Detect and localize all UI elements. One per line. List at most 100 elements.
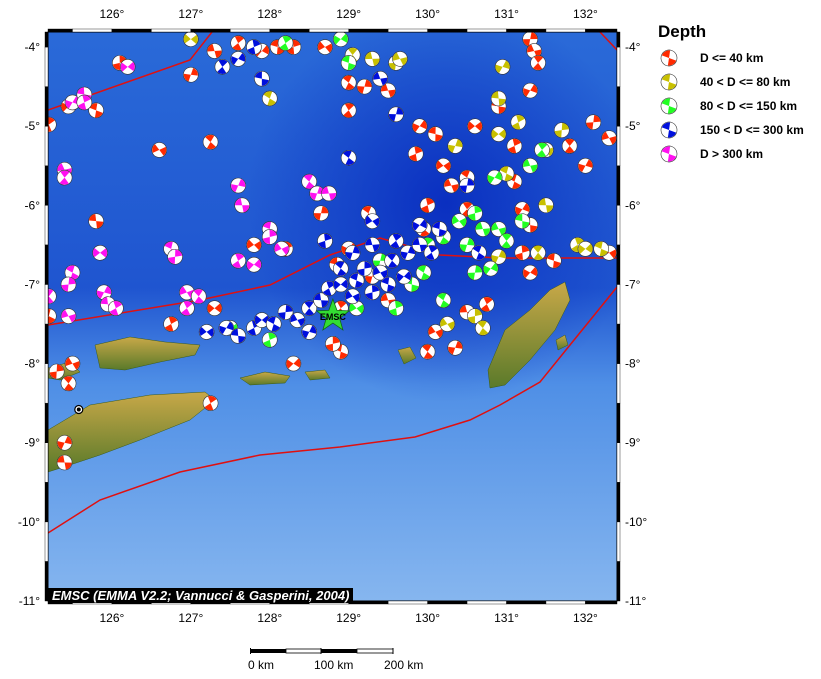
earthquake-event-d300	[246, 39, 262, 55]
earthquake-event-d40	[601, 130, 617, 146]
depth-legend: Depth D <= 40 km 40 < D <= 80 km 80 < D <=…	[658, 22, 804, 166]
earthquake-event-d300p	[96, 284, 112, 301]
earthquake-event-d150	[435, 292, 452, 309]
earthquake-event-d300	[289, 312, 306, 328]
earthquake-event-d80	[467, 308, 483, 324]
lat-tick-label-right: -10°	[625, 515, 647, 529]
earthquake-event-d40	[48, 308, 57, 324]
earthquake-event-d150	[534, 142, 550, 158]
lon-tick-label-bottom: 129°	[336, 611, 361, 625]
earthquake-event-d40	[230, 35, 246, 51]
earthquake-event-d40	[577, 157, 594, 174]
earthquake-event-d300	[356, 260, 373, 277]
legend-beachball	[660, 121, 678, 139]
legend-label: 80 < D <= 150 km	[700, 99, 798, 113]
earthquake-event-d300	[254, 70, 270, 87]
earthquake-event-d300	[198, 324, 215, 340]
lon-tick-label-bottom: 128°	[257, 611, 282, 625]
earthquake-event-d300p	[273, 241, 290, 257]
earthquake-event-d300	[364, 213, 381, 229]
earthquake-event-d80	[490, 248, 507, 265]
earthquake-event-d150	[388, 300, 404, 316]
earthquake-event-d300	[388, 106, 404, 123]
earthquake-event-d300	[321, 280, 337, 297]
earthquake-event-d300	[230, 328, 246, 344]
earthquake-event-d300	[230, 51, 246, 67]
earthquake-event-d150	[467, 205, 483, 222]
earthquake-event-d300	[423, 244, 440, 261]
lat-tick-label-left: -8°	[25, 357, 41, 371]
lon-tick-label-top: 132°	[573, 7, 598, 21]
lon-tick-label-top: 127°	[178, 7, 203, 21]
earthquake-event-d40	[206, 43, 223, 59]
legend-label: 150 < D <= 300 km	[700, 123, 804, 137]
earthquake-event-d300	[332, 276, 349, 293]
lat-tick-label-right: -8°	[625, 357, 641, 371]
lon-tick-label-bottom: 130°	[415, 611, 440, 625]
earthquake-event-d40	[285, 355, 302, 372]
earthquake-event-d300p	[179, 300, 195, 316]
earthquake-event-d300p	[92, 244, 108, 261]
earthquake-event-d300	[301, 300, 318, 316]
earthquake-event-d40	[48, 116, 57, 133]
lat-tick-label-right: -7°	[625, 277, 641, 291]
legend-label: D > 300 km	[700, 147, 764, 161]
lon-tick-label-bottom: 126°	[100, 611, 125, 625]
earthquake-event-d40	[467, 118, 483, 134]
earthquake-event-d40	[151, 142, 168, 158]
earthquake-event-d300	[277, 304, 294, 320]
legend-beachball	[660, 97, 678, 115]
earthquake-event-d40	[340, 102, 357, 119]
earthquake-event-d40	[48, 363, 65, 380]
earthquake-event-d300	[254, 312, 270, 328]
earthquake-event-d40	[64, 355, 81, 372]
earthquake-event-d40	[478, 296, 495, 313]
earthquake-event-d300p	[301, 173, 318, 190]
earthquake-event-d80	[392, 51, 408, 67]
earthquake-event-d300p	[119, 59, 136, 75]
earthquake-event-d40	[317, 39, 333, 55]
earthquake-event-d80	[577, 241, 594, 257]
earthquake-event-d150	[490, 221, 507, 237]
earthquake-event-d300	[348, 272, 365, 289]
earthquake-event-d40	[447, 339, 464, 356]
island	[239, 371, 291, 386]
beachball-icon	[660, 97, 678, 115]
earthquake-event-d40	[522, 82, 538, 99]
earthquake-event-d300	[459, 177, 475, 194]
scale-label-0: 0 km	[248, 658, 275, 672]
earthquake-event-d150	[451, 213, 467, 229]
earthquake-event-d40	[514, 244, 531, 261]
earthquake-event-d300p	[234, 197, 250, 214]
earthquake-event-d300p	[76, 94, 93, 111]
earthquake-event-d80	[498, 165, 515, 182]
earthquake-event-d150	[415, 264, 432, 281]
earthquake-event-d150	[467, 264, 483, 281]
earthquake-event-d300p	[179, 284, 195, 301]
lon-tick-label-top: 126°	[100, 7, 125, 21]
earthquake-event-d300p	[56, 169, 73, 186]
earthquake-event-d40	[546, 252, 562, 269]
scale-label-100: 100 km	[314, 658, 354, 672]
frame-ticks: 126° 126° 127° 127° 128° 128° 129° 129° 130° 130°…	[18, 7, 648, 625]
scale-bar-graphic	[250, 648, 394, 654]
earthquake-event-d150	[475, 221, 491, 237]
lon-tick-label-bottom: 127°	[178, 611, 203, 625]
island	[555, 334, 569, 351]
island	[94, 336, 201, 371]
legend-title: Depth	[658, 22, 707, 41]
lon-tick-label-top: 128°	[257, 7, 282, 21]
seismicity-map[interactable]: EMSC 126° 126° 127° 127° 128° 128° 129° 129° 130…	[0, 0, 821, 640]
earthquake-event-d300	[411, 217, 428, 233]
earthquake-event-d40	[202, 395, 219, 411]
lat-tick-label-left: -5°	[25, 119, 41, 133]
earthquake-event-d150	[482, 260, 499, 277]
earthquake-event-d80	[439, 316, 456, 332]
legend-item-d80: 40 < D <= 80 km	[658, 70, 804, 94]
earthquake-event-d300	[332, 260, 349, 277]
emsc-star-icon	[315, 297, 351, 331]
earthquake-event-d40	[443, 177, 460, 194]
beachball-icon	[660, 121, 678, 139]
earthquake-event-d300	[214, 59, 231, 75]
events-layer	[48, 32, 617, 471]
